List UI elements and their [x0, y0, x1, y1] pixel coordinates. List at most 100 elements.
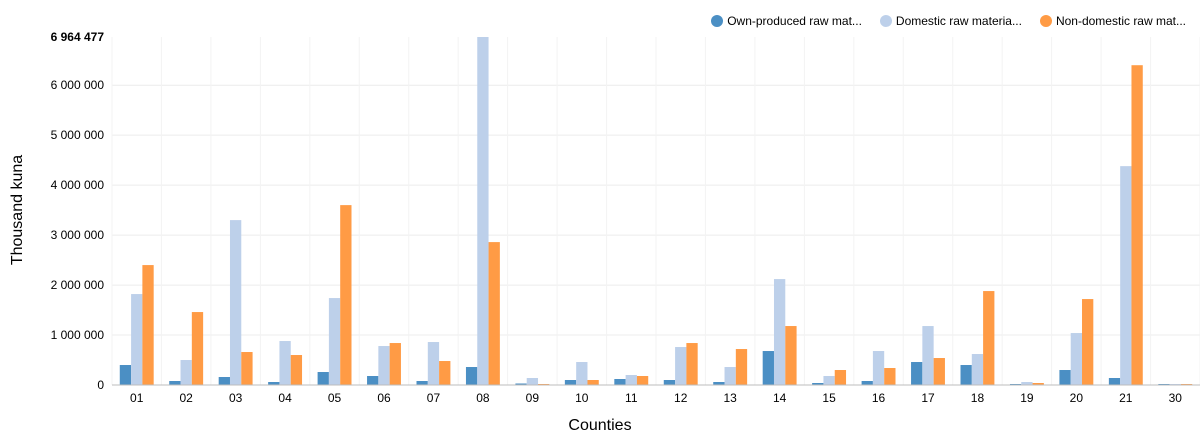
legend-label: Domestic raw materia... [895, 14, 1022, 28]
bar [142, 265, 154, 385]
bar [911, 362, 923, 385]
x-tick-label: 13 [724, 391, 738, 405]
bar [328, 298, 341, 385]
bar [378, 346, 390, 385]
bar [1032, 383, 1044, 385]
bar [773, 279, 786, 385]
bar [416, 381, 428, 385]
y-tick-label: 3 000 000 [51, 228, 105, 242]
bar [812, 383, 824, 385]
bar [983, 291, 995, 385]
bar [861, 381, 873, 385]
x-tick-label: 03 [229, 391, 243, 405]
legend-dot-icon [711, 15, 724, 27]
x-tick-label: 15 [822, 391, 836, 405]
bar [477, 37, 489, 385]
y-max-label: 6 964 477 [51, 30, 105, 44]
bar [587, 380, 599, 385]
x-tick-label: 20 [1070, 391, 1084, 405]
x-tick-label: 12 [674, 391, 688, 405]
x-tick-label: 02 [180, 391, 194, 405]
bar [191, 312, 204, 385]
x-tick-label: 10 [575, 391, 589, 405]
bar [724, 367, 736, 385]
bar [1108, 378, 1121, 385]
bar [367, 376, 379, 385]
bar [564, 380, 577, 385]
bar [971, 354, 984, 385]
legend-dot-icon [879, 15, 892, 27]
bar [1131, 65, 1143, 386]
bar [713, 382, 725, 385]
bar [526, 378, 539, 385]
legend-item[interactable]: Domestic raw materia... [879, 14, 1022, 28]
legend-label: Non-domestic raw mat... [1055, 14, 1186, 28]
bar [1082, 299, 1094, 385]
x-tick-label: 16 [872, 391, 886, 405]
bar [834, 370, 847, 385]
bar [960, 365, 972, 385]
x-tick-label: 01 [130, 391, 144, 405]
legend-item[interactable]: Own-produced raw mat... [711, 14, 862, 28]
x-tick-label: 07 [427, 391, 441, 405]
bar [317, 372, 329, 385]
bar [131, 294, 143, 385]
bar [1059, 370, 1071, 385]
y-tick-label: 4 000 000 [51, 178, 105, 192]
bar [169, 381, 181, 385]
x-tick-label: 09 [526, 391, 540, 405]
legend: Own-produced raw mat... Domestic raw mate… [711, 14, 1186, 28]
bar [218, 377, 230, 385]
y-tick-label: 5 000 000 [51, 128, 105, 142]
legend-dot-icon [1039, 15, 1052, 27]
bar [872, 351, 885, 385]
bar [488, 242, 500, 385]
y-tick-label: 1 000 000 [51, 328, 105, 342]
bar [686, 343, 698, 385]
bar [427, 342, 440, 385]
x-tick-label: 14 [773, 391, 787, 405]
bar [735, 349, 748, 385]
bar [1070, 333, 1083, 385]
bar [465, 367, 478, 385]
bar [515, 383, 527, 385]
bar [785, 326, 797, 385]
y-tick-label: 2 000 000 [51, 278, 105, 292]
bar [576, 362, 588, 385]
bar [884, 368, 896, 385]
bar [636, 376, 649, 385]
x-axis-title: Counties [568, 417, 632, 434]
bar [762, 351, 774, 385]
bar [823, 376, 835, 385]
bar [229, 220, 242, 385]
bar [119, 365, 132, 385]
bar [1021, 382, 1033, 385]
bar [439, 361, 451, 385]
bar [279, 341, 291, 385]
x-tick-label: 11 [625, 391, 638, 405]
bar [241, 352, 253, 385]
legend-label: Own-produced raw mat... [727, 14, 862, 28]
x-tick-label: 30 [1169, 391, 1183, 405]
x-tick-label: 19 [1020, 391, 1034, 405]
bar [933, 358, 945, 385]
bar [389, 343, 401, 385]
bar [675, 347, 687, 385]
y-tick-label: 0 [97, 378, 104, 392]
legend-item[interactable]: Non-domestic raw mat... [1039, 14, 1186, 28]
bar [1120, 166, 1132, 385]
x-tick-label: 04 [278, 391, 292, 405]
x-tick-label: 17 [921, 391, 935, 405]
x-tick-label: 08 [476, 391, 490, 405]
y-axis-title: Thousand kuna [9, 154, 26, 266]
x-tick-label: 18 [971, 391, 985, 405]
bar [268, 382, 280, 385]
x-tick-label: 05 [328, 391, 342, 405]
bar [614, 379, 626, 385]
bar [290, 355, 303, 385]
bar [922, 326, 934, 385]
bar [625, 375, 637, 385]
x-tick-label: 06 [377, 391, 391, 405]
